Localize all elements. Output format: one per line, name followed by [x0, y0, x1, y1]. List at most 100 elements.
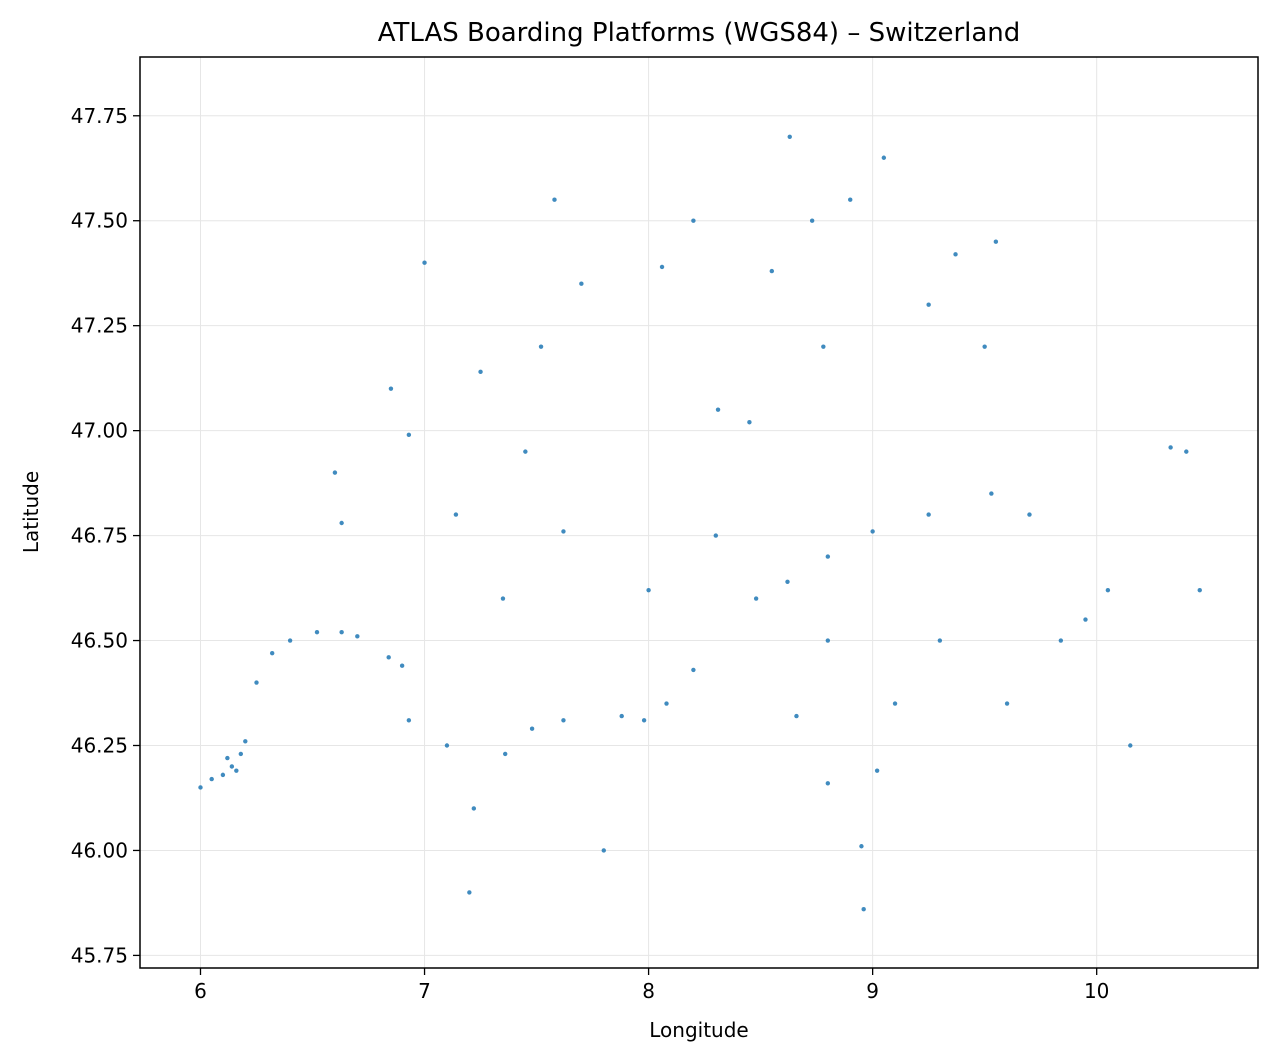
scatter-point-0-74	[1128, 743, 1133, 748]
scatter-point-0-13	[386, 655, 391, 660]
scatter-point-0-8	[269, 650, 275, 656]
scatter-point-0-50	[561, 529, 566, 534]
scatter-point-0-64	[926, 302, 931, 307]
scatter-point-0-30	[989, 491, 994, 496]
y-tick-label-0: 45.75	[71, 943, 128, 967]
scatter-point-0-12	[355, 634, 360, 639]
scatter-point-0-77	[646, 587, 651, 593]
chart-title: ATLAS Boarding Platforms (WGS84) – Switz…	[378, 18, 1021, 48]
scatter-point-0-66	[691, 218, 696, 223]
scatter-point-0-31	[1027, 512, 1032, 517]
scatter-point-0-28	[870, 529, 875, 534]
x-tick-label-1: 7	[418, 979, 431, 1003]
scatter-point-0-18	[502, 751, 508, 757]
scatter-point-0-20	[561, 718, 566, 723]
scatter-point-0-40	[874, 768, 880, 773]
scatter-point-0-5	[243, 739, 248, 744]
scatter-point-0-25	[753, 596, 759, 601]
scatter-point-0-53	[538, 344, 544, 349]
scatter-point-0-48	[453, 512, 459, 517]
y-tick-label-1: 46.00	[71, 838, 128, 862]
scatter-point-0-33	[1083, 617, 1088, 622]
x-axis-label: Longitude	[649, 1018, 748, 1042]
y-tick-label-6: 47.25	[71, 314, 128, 338]
scatter-point-0-52	[552, 197, 557, 202]
scatter-point-0-22	[641, 718, 647, 723]
y-tick-label-8: 47.75	[71, 104, 128, 128]
scatter-point-0-21	[619, 713, 624, 719]
scatter-point-0-65	[848, 197, 853, 202]
scatter-point-0-23	[664, 701, 669, 706]
scatter-point-0-37	[1197, 587, 1202, 593]
scatter-point-0-79	[747, 420, 752, 425]
x-tick-label-0: 6	[194, 979, 207, 1003]
scatter-point-0-16	[444, 743, 450, 748]
scatter-point-0-34	[1105, 587, 1111, 593]
scatter-point-0-27	[825, 554, 831, 559]
scatter-point-0-0	[229, 764, 235, 769]
scatter-point-0-6	[209, 776, 214, 782]
scatter-point-0-55	[659, 264, 665, 270]
scatter-point-0-38	[937, 638, 943, 643]
scatter-point-0-4	[238, 751, 244, 757]
x-tick-label-4: 10	[1084, 979, 1109, 1003]
scatter-point-0-42	[861, 907, 866, 912]
scatter-point-0-19	[529, 726, 535, 731]
x-tick-label-2: 8	[642, 979, 655, 1003]
scatter-point-0-58	[809, 218, 815, 223]
scatter-point-0-75	[500, 596, 506, 601]
scatter-point-0-1	[225, 755, 230, 761]
scatter-point-0-63	[982, 344, 987, 349]
scatter-point-0-26	[785, 579, 790, 584]
y-tick-label-4: 46.75	[71, 524, 128, 548]
scatter-point-0-45	[825, 638, 831, 643]
scatter-point-0-49	[523, 449, 528, 454]
scatter-point-0-44	[794, 713, 799, 719]
scatter-point-0-43	[825, 781, 831, 786]
scatter-point-0-59	[787, 134, 792, 139]
scatter-point-0-9	[287, 638, 293, 643]
scatter-point-0-76	[713, 533, 719, 538]
plot-area-frame	[139, 56, 1259, 969]
scatter-point-0-60	[881, 155, 887, 160]
scatter-point-0-35	[1168, 445, 1173, 450]
scatter-point-0-46	[339, 520, 344, 526]
points-layer	[198, 134, 1202, 912]
scatter-point-0-72	[467, 890, 472, 895]
scatter-point-0-70	[198, 785, 203, 790]
scatter-point-0-78	[821, 344, 826, 349]
scatter-point-0-24	[691, 667, 696, 673]
scatter-point-0-7	[254, 680, 259, 685]
scatter-point-0-71	[601, 848, 606, 853]
scatter-point-0-14	[399, 663, 405, 668]
scatter-point-0-39	[892, 701, 898, 706]
scatter-point-0-32	[1058, 638, 1064, 643]
y-axis: 45.75 46.00 46.25 46.50 46.75 47.00 47.25 47.50…	[71, 104, 140, 967]
scatter-point-0-29	[926, 512, 931, 517]
scatter-point-0-11	[339, 629, 344, 635]
x-axis: 6 7 8 9 10	[194, 968, 1109, 1003]
y-tick-label-2: 46.25	[71, 733, 128, 757]
scatter-point-0-69	[332, 470, 338, 475]
scatter-point-0-3	[220, 772, 226, 778]
grid	[140, 57, 1258, 968]
scatter-point-0-68	[388, 386, 394, 391]
scatter-point-0-62	[993, 239, 999, 244]
scatter-point-0-61	[953, 252, 958, 257]
scatter-point-0-36	[1184, 449, 1189, 454]
scatter-point-0-51	[478, 369, 483, 375]
y-tick-label-3: 46.50	[71, 629, 128, 653]
scatter-point-0-17	[471, 806, 477, 811]
scatter-point-0-15	[406, 718, 412, 723]
y-axis-label: Latitude	[19, 471, 43, 553]
x-tick-label-3: 9	[866, 979, 879, 1003]
y-tick-label-7: 47.50	[71, 209, 128, 233]
scatter-point-0-57	[769, 268, 775, 274]
scatter-point-0-47	[406, 432, 412, 438]
scatter-point-0-56	[715, 407, 721, 412]
scatter-point-0-54	[579, 281, 584, 286]
y-tick-label-5: 47.00	[71, 419, 128, 443]
scatter-point-0-73	[1004, 701, 1010, 706]
